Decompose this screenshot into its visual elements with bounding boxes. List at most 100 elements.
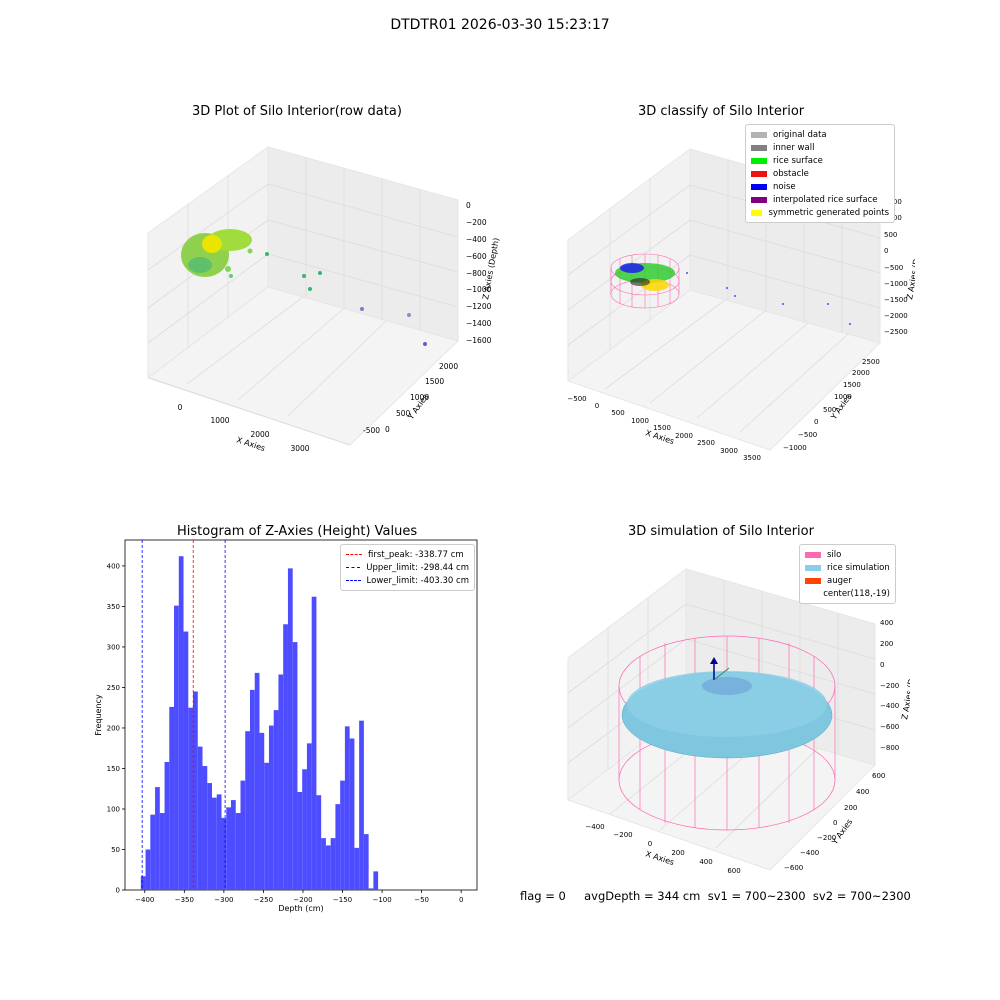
raw-x-tick: 1000 bbox=[210, 416, 229, 425]
classify-y-tick: 2500 bbox=[862, 358, 880, 366]
histogram-bar bbox=[325, 845, 331, 890]
classify-y-tick: 500 bbox=[823, 406, 836, 414]
histogram-bar bbox=[188, 707, 194, 890]
legend-entry: silo bbox=[805, 548, 890, 561]
legend-entry: rice simulation bbox=[805, 561, 890, 574]
histogram-bar bbox=[235, 813, 241, 890]
histogram-y-tick-label: 350 bbox=[107, 603, 120, 611]
histogram-bar bbox=[264, 762, 269, 890]
simulation-z-tick: 400 bbox=[880, 619, 893, 627]
status-footer: flag = 0 avgDepth = 344 cm sv1 = 700~230… bbox=[520, 889, 911, 903]
classify-z-tick: −1500 bbox=[884, 296, 908, 304]
histogram-bar bbox=[321, 838, 326, 890]
simulation-z-tick: −800 bbox=[880, 744, 899, 752]
legend-entry: symmetric generated points bbox=[751, 206, 889, 219]
histogram-bar bbox=[359, 720, 364, 890]
classify-plot-title: 3D classify of Silo Interior bbox=[638, 104, 805, 119]
raw-plot-title: 3D Plot of Silo Interior(row data) bbox=[192, 104, 402, 119]
histogram-bar bbox=[178, 556, 184, 890]
histogram-x-tick-label: −350 bbox=[175, 896, 194, 904]
legend-label: first_peak: -338.77 cm bbox=[368, 549, 464, 560]
legend-label: rice surface bbox=[773, 155, 823, 166]
simulation-y-tick: 0 bbox=[833, 819, 837, 827]
histogram-bar bbox=[344, 726, 350, 890]
legend-entry: interpolated rice surface bbox=[751, 193, 889, 206]
classify-x-tick: 1500 bbox=[653, 424, 671, 432]
raw-x-tick: 2000 bbox=[250, 430, 269, 439]
simulation-x-ticks: −400 −200 0 200 400 600 bbox=[585, 823, 740, 875]
raw-scattered-points bbox=[265, 252, 427, 346]
raw-y-tick: 2000 bbox=[439, 362, 458, 371]
raw-z-tick: −200 bbox=[466, 218, 487, 227]
simulation-3d-plot: −400 −200 0 200 400 600 X Axies −600 −40… bbox=[566, 567, 910, 875]
classify-z-tick: −500 bbox=[884, 264, 903, 272]
raw-z-tick: −1000 bbox=[466, 285, 492, 294]
classify-x-tick: −500 bbox=[567, 395, 586, 403]
raw-3d-plot: 0 1000 2000 3000 X Axies -500 0 500 1000… bbox=[146, 146, 500, 453]
histogram-x-label: Depth (cm) bbox=[278, 904, 323, 913]
histogram-bar bbox=[207, 783, 213, 890]
simulation-z-tick: 0 bbox=[880, 661, 884, 669]
raw-z-tick: −1400 bbox=[466, 319, 492, 328]
legend-label: center(118,-19) bbox=[823, 588, 890, 599]
histogram-y-tick-label: 400 bbox=[107, 562, 120, 570]
legend-swatch bbox=[805, 577, 821, 584]
simulation-x-tick: −200 bbox=[613, 831, 632, 839]
legend-swatch bbox=[751, 157, 767, 164]
histogram-bar bbox=[340, 780, 345, 890]
simulation-z-label: Z Axies (Depth) bbox=[900, 657, 910, 720]
histogram-bar bbox=[311, 596, 317, 890]
histogram-bar bbox=[183, 631, 189, 890]
simulation-y-tick: −400 bbox=[800, 849, 819, 857]
histogram-x-tick-label: −300 bbox=[214, 896, 233, 904]
classify-x-tick: 500 bbox=[611, 409, 624, 417]
legend-entry: center(118,-19) bbox=[805, 587, 890, 600]
legend-entry: rice surface bbox=[751, 154, 889, 167]
histogram-bar bbox=[283, 624, 288, 890]
simulation-x-tick: 200 bbox=[671, 849, 684, 857]
histogram-bar bbox=[330, 838, 336, 890]
raw-x-ticks: 0 1000 2000 3000 bbox=[178, 403, 310, 453]
histogram-y-tick-label: 150 bbox=[107, 765, 120, 773]
histogram-bar bbox=[159, 813, 165, 890]
simulation-z-tick: −600 bbox=[880, 723, 899, 731]
simulation-y-tick: 200 bbox=[844, 804, 857, 812]
histogram-bar bbox=[216, 794, 222, 890]
legend-label: rice simulation bbox=[827, 562, 890, 573]
legend-line bbox=[346, 567, 361, 568]
legend-label: Lower_limit: -403.30 cm bbox=[366, 575, 469, 586]
legend-entry: first_peak: -338.77 cm bbox=[346, 548, 469, 561]
classify-noise-points bbox=[686, 272, 851, 325]
histogram-bar bbox=[193, 691, 198, 890]
raw-x-tick: 3000 bbox=[290, 444, 309, 453]
histogram-bar bbox=[354, 847, 360, 890]
legend-entry: inner wall bbox=[751, 141, 889, 154]
classify-y-tick: 1000 bbox=[834, 393, 852, 401]
histogram-bar bbox=[245, 731, 250, 890]
legend-label: Upper_limit: -298.44 cm bbox=[366, 562, 469, 573]
simulation-x-tick: 400 bbox=[699, 858, 712, 866]
simulation-y-tick: 400 bbox=[856, 788, 869, 796]
legend-swatch bbox=[751, 196, 767, 203]
raw-gridlines bbox=[147, 158, 459, 446]
histogram-y-tick-label: 300 bbox=[107, 643, 120, 651]
classify-z-label: Z Axies (Depth) bbox=[905, 237, 915, 300]
raw-y-tick: 1000 bbox=[410, 393, 429, 402]
histogram-x-tick-label: −250 bbox=[254, 896, 273, 904]
classify-z-tick: −1000 bbox=[884, 280, 908, 288]
legend-swatch bbox=[751, 170, 767, 177]
histogram-bar bbox=[169, 706, 175, 890]
histogram-x-tick-label: −100 bbox=[372, 896, 391, 904]
classify-z-tick: −2000 bbox=[884, 312, 908, 320]
histogram-bar bbox=[254, 672, 260, 890]
raw-z-tick: −800 bbox=[466, 269, 487, 278]
simulation-y-tick: −200 bbox=[817, 834, 836, 842]
histogram-bar bbox=[226, 807, 231, 890]
histogram-legend: first_peak: -338.77 cm Upper_limit: -298… bbox=[340, 544, 475, 591]
raw-y-ticks: -500 0 500 1000 1500 2000 bbox=[363, 362, 458, 435]
histogram-bar bbox=[287, 568, 293, 890]
legend-entry: noise bbox=[751, 180, 889, 193]
simulation-legend: silo rice simulation auger center(118,-1… bbox=[799, 544, 896, 604]
histogram-bar bbox=[259, 732, 265, 890]
histogram-bar bbox=[164, 761, 170, 890]
